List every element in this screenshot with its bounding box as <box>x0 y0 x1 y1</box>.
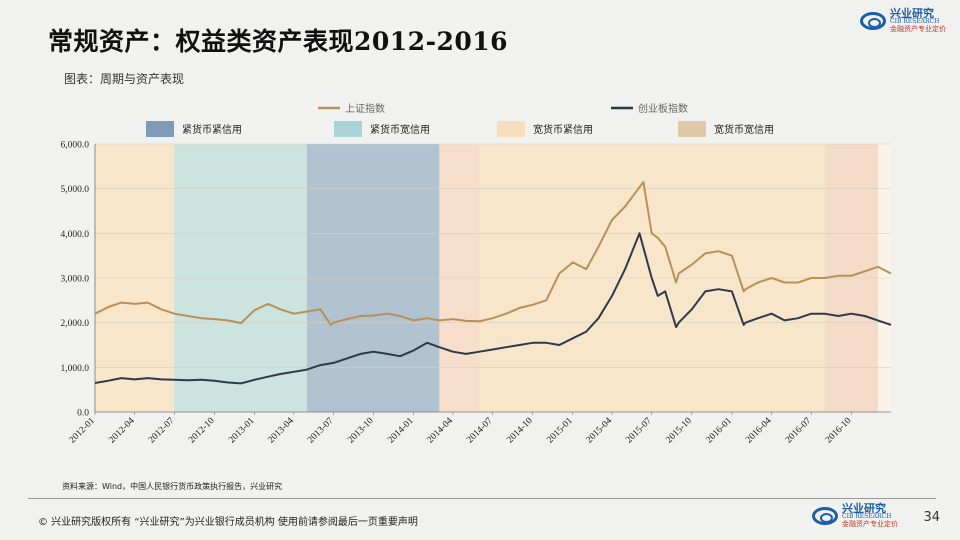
legend-regime-swatch-3 <box>678 121 706 137</box>
logo-en: CIB RESEARCH <box>890 18 940 25</box>
chart-caption: 图表：周期与资产表现 <box>64 72 185 86</box>
x-tick-label: 2012-01 <box>68 416 98 446</box>
x-tick-label: 2015-01 <box>545 416 575 446</box>
legend-regime-label-0: 紧货币紧信用 <box>182 123 242 136</box>
x-tick-label: 2012-07 <box>147 416 177 446</box>
x-tick-label: 2012-10 <box>187 416 217 446</box>
x-tick-label: 2015-04 <box>585 416 615 446</box>
y-tick-label: 0.0 <box>77 409 89 419</box>
legend-regime-label-1: 紧货币宽信用 <box>370 123 430 136</box>
legend-regime-swatch-2 <box>497 121 525 137</box>
footer-logo-tagline: 金融资产专业定价 <box>842 520 898 528</box>
x-tick-label: 2013-01 <box>227 416 257 446</box>
legend-series-label-0: 上证指数 <box>345 102 385 115</box>
series-line-1 <box>94 232 892 385</box>
y-tick-label: 2,000.0 <box>61 319 90 329</box>
x-tick-label: 2014-04 <box>426 416 456 446</box>
equity-performance-chart: 0.0 1,000.0 2,000.0 3,000.0 4,000.0 5,000.0 6,… <box>61 102 892 446</box>
source-note: 资料来源：Wind，中国人民银行货币政策执行报告，兴业研究 <box>62 482 283 491</box>
legend-series-label-1: 创业板指数 <box>638 102 688 115</box>
page-title: 常规资产：权益类资产表现2012-2016 <box>48 27 509 56</box>
brand-logo: 兴业研究 CIB RESEARCH 金融资产专业定价 <box>860 8 946 33</box>
logo-mark-icon <box>860 11 886 30</box>
y-tick-label: 1,000.0 <box>61 364 90 374</box>
x-tick-label: 2015-10 <box>664 416 694 446</box>
x-tick-label: 2012-04 <box>107 416 137 446</box>
x-tick-label: 2013-04 <box>266 416 296 446</box>
y-tick-label: 5,000.0 <box>61 185 90 195</box>
footer-logo-en: CIB RESEARCH <box>842 513 892 520</box>
footer-logo: 兴业研究 CIB RESEARCH 金融资产专业定价 <box>812 503 898 528</box>
page-number: 34 <box>923 510 940 525</box>
legend-regime-label-2: 宽货币紧信用 <box>533 123 593 136</box>
y-tick-label: 6,000.0 <box>61 141 90 151</box>
x-tick-label: 2013-07 <box>306 416 336 446</box>
y-tick-label: 3,000.0 <box>61 275 90 285</box>
legend-regime-swatch-0 <box>146 121 174 137</box>
legend-regime-swatch-1 <box>334 121 362 137</box>
logo-tagline: 金融资产专业定价 <box>890 25 946 33</box>
logo-cn: 兴业研究 <box>890 7 934 20</box>
x-tick-label: 2013-10 <box>346 416 376 446</box>
x-tick-label: 2016-04 <box>744 416 774 446</box>
x-tick-label: 2014-10 <box>505 416 535 446</box>
x-tick-label: 2015-07 <box>624 416 654 446</box>
x-tick-label: 2016-01 <box>705 416 735 446</box>
footer-logo-cn: 兴业研究 <box>842 502 886 515</box>
x-tick-label: 2014-07 <box>465 416 495 446</box>
x-tick-label: 2014-01 <box>386 416 416 446</box>
footer-copyright: © 兴业研究版权所有 “兴业研究”为兴业银行成员机构 使用前请参阅最后一页重要声… <box>38 517 418 528</box>
footer-logo-mark-icon <box>812 506 838 525</box>
series-line-0 <box>94 181 892 326</box>
y-tick-label: 4,000.0 <box>61 230 90 240</box>
legend-regime-label-3: 宽货币宽信用 <box>714 123 774 136</box>
x-tick-label: 2016-07 <box>784 416 814 446</box>
footer-divider <box>28 498 936 499</box>
x-tick-label: 2016-10 <box>824 416 854 446</box>
